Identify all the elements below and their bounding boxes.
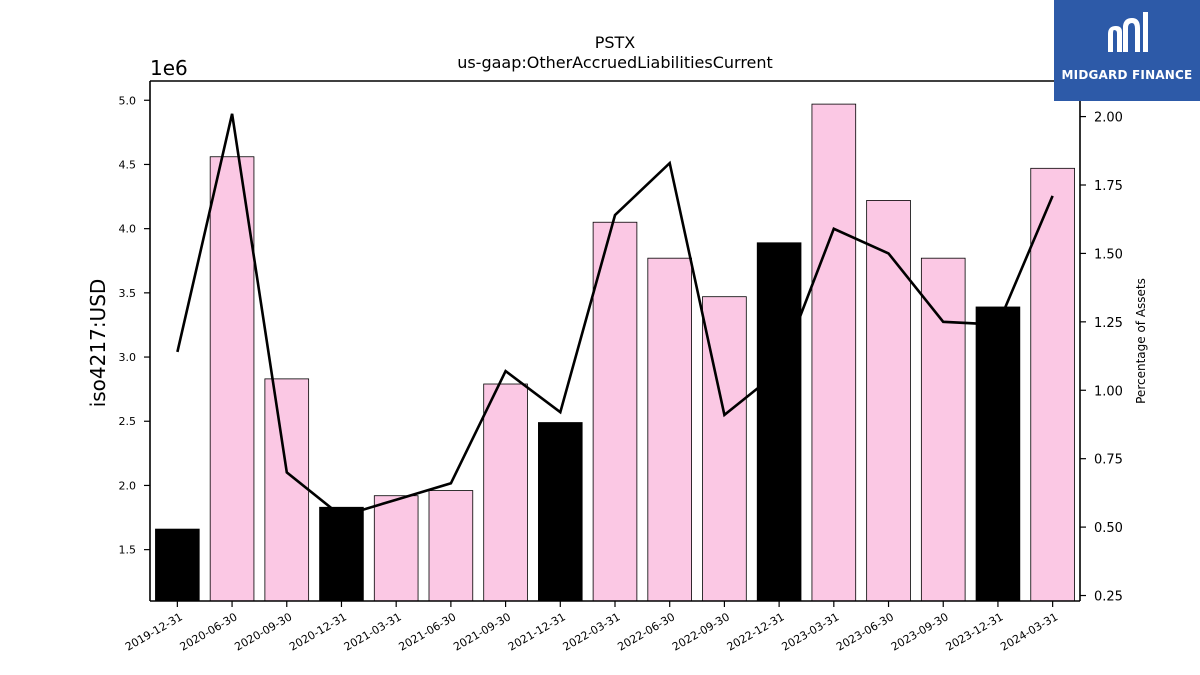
bar — [209, 156, 255, 602]
bar — [373, 495, 419, 602]
bar — [975, 306, 1021, 602]
y2-tick-label: 1.75 — [1094, 179, 1123, 194]
y2-tick-label: 0.75 — [1094, 453, 1123, 468]
bar — [483, 383, 528, 602]
x-tick-label: 2022-06-30 — [615, 610, 677, 653]
bar — [264, 378, 310, 602]
x-tick-label: 2023-09-30 — [889, 610, 951, 653]
x-tick-label: 2020-09-30 — [232, 610, 294, 653]
x-tick-label: 2020-06-30 — [178, 610, 240, 653]
logo-text: MIDGARD FINANCE — [1061, 68, 1193, 82]
bar — [1030, 167, 1075, 602]
y2-tick-label: 2.00 — [1094, 111, 1123, 126]
bar — [428, 490, 474, 602]
x-tick-label: 2022-09-30 — [670, 610, 732, 653]
logo-mark-icon — [1108, 12, 1148, 52]
y-tick-label: 3.5 — [119, 287, 137, 300]
x-tick-label: 2023-06-30 — [834, 610, 896, 653]
x-tick-label: 2021-06-30 — [397, 610, 459, 653]
chart-title: PSTX — [595, 33, 636, 52]
x-tick-label: 2024-03-31 — [998, 610, 1060, 653]
brand-logo: MIDGARD FINANCE — [1054, 0, 1200, 101]
bar — [592, 221, 638, 602]
y-tick-label: 5.0 — [119, 94, 137, 107]
y-tick-label: 4.0 — [119, 223, 137, 236]
y-offset-label: 1e6 — [150, 56, 188, 80]
y-tick-label: 1.5 — [119, 544, 137, 557]
bar — [920, 257, 966, 602]
y-tick-label: 3.0 — [119, 351, 137, 364]
bar — [155, 528, 200, 602]
bar-group — [155, 103, 1075, 602]
y2-axis-label: Percentage of Assets — [1134, 278, 1148, 404]
y-axis-label: iso4217:USD — [86, 279, 110, 408]
bar — [647, 257, 692, 602]
y2-tick-label: 1.00 — [1094, 384, 1123, 399]
y2-tick-label: 1.50 — [1094, 247, 1123, 262]
bar — [866, 200, 911, 602]
y2-tick-label: 0.25 — [1094, 590, 1123, 605]
x-tick-label: 2022-12-31 — [725, 610, 787, 653]
x-tick-label: 2021-12-31 — [506, 610, 568, 653]
x-tick-label: 2021-09-30 — [451, 610, 513, 653]
bar — [538, 422, 583, 602]
bar — [319, 506, 364, 602]
y-tick-label: 2.0 — [119, 479, 137, 492]
y2-tick-label: 1.25 — [1094, 316, 1123, 331]
percentage-line — [176, 113, 1054, 518]
y-tick-label: 2.5 — [119, 415, 137, 428]
line-group — [176, 113, 1054, 518]
x-tick-label: 2023-03-31 — [779, 610, 841, 653]
x-tick-label: 2023-12-31 — [944, 610, 1006, 653]
x-tick-label: 2020-12-31 — [287, 610, 349, 653]
y-tick-label: 4.5 — [119, 158, 137, 171]
x-tick-label: 2019-12-31 — [123, 610, 185, 653]
bar — [756, 242, 802, 602]
y2-tick-label: 0.50 — [1094, 521, 1123, 536]
x-tick-label: 2022-03-31 — [561, 610, 623, 653]
x-tick-label: 2021-03-31 — [342, 610, 404, 653]
chart-subtitle: us-gaap:OtherAccruedLiabilitiesCurrent — [457, 53, 773, 72]
bar — [811, 103, 857, 602]
